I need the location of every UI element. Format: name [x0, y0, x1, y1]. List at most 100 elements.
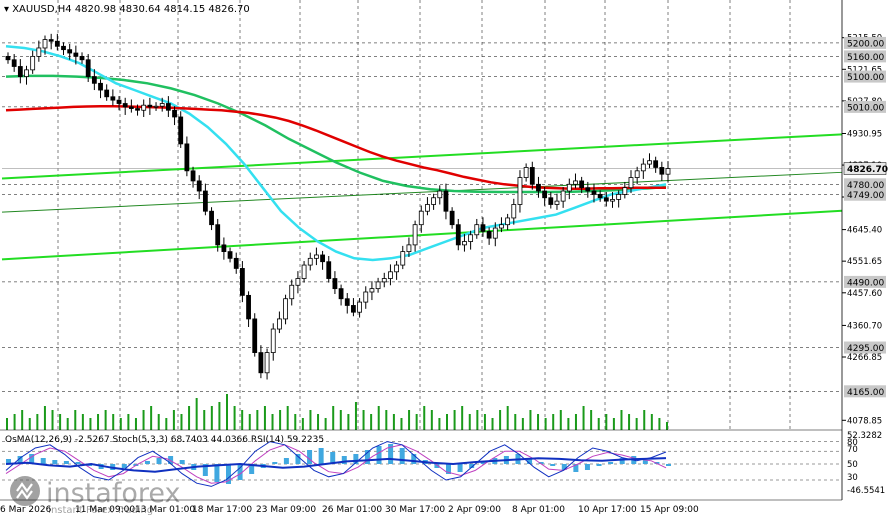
- osma-bar: [179, 460, 185, 464]
- volume-bar: [339, 410, 342, 430]
- candle-body: [98, 82, 103, 91]
- level-tag-label[interactable]: 4490.00: [847, 278, 884, 288]
- trendline-middle[interactable]: [1, 171, 843, 213]
- candle-body: [406, 244, 412, 253]
- volume-bar: [620, 410, 623, 430]
- candle-body: [239, 268, 245, 296]
- candle-body: [400, 251, 406, 266]
- price-tick-label: 5121.65: [847, 65, 882, 75]
- candle-body: [314, 254, 319, 259]
- volume-bar: [150, 406, 153, 430]
- trendline-upper[interactable]: [1, 133, 843, 180]
- candle-body: [73, 52, 79, 57]
- candle-body: [246, 294, 251, 320]
- candle-body: [17, 66, 23, 77]
- moving-averages: [5, 45, 667, 262]
- volume-bar: [392, 414, 395, 430]
- osma-bar: [168, 456, 174, 464]
- level-tag-label[interactable]: 5100.00: [847, 73, 884, 83]
- candle-body: [11, 59, 17, 67]
- current-price-label[interactable]: 4826.70: [847, 165, 888, 175]
- candle-body: [320, 254, 325, 263]
- volume-bar: [552, 414, 555, 430]
- indicator-scale-label: -46.5541: [847, 486, 885, 496]
- osma-bar: [283, 458, 289, 464]
- osma-bar: [156, 458, 162, 464]
- price-tick-label: 4266.85: [847, 353, 882, 363]
- candle-body: [560, 190, 566, 202]
- candle-body: [536, 183, 541, 192]
- trendline-lower[interactable]: [1, 209, 843, 261]
- candle-body: [5, 55, 11, 61]
- candle-body: [128, 106, 134, 109]
- volume-bar: [134, 418, 137, 430]
- candle-body: [344, 298, 350, 306]
- volume-bar: [157, 414, 160, 430]
- time-label: 2 Apr 09:00: [448, 505, 501, 515]
- volume-bar: [423, 406, 426, 430]
- volume-bar: [195, 398, 198, 430]
- level-tag-label[interactable]: 5160.00: [847, 53, 884, 63]
- time-label: 18 Mar 17:00: [192, 505, 252, 515]
- candle-body: [351, 305, 356, 313]
- level-tag-label[interactable]: 4749.00: [847, 191, 884, 201]
- candle-body: [332, 278, 338, 290]
- volume-bar: [271, 414, 274, 430]
- candle-body: [634, 170, 640, 178]
- candle-body: [135, 108, 140, 111]
- volume-bar: [590, 410, 593, 430]
- candle-body: [659, 167, 665, 175]
- candle-body: [61, 45, 66, 51]
- volume-bar: [506, 406, 509, 430]
- time-label: 15 Apr 09:00: [640, 505, 699, 515]
- candle-body: [597, 193, 603, 199]
- candle-body: [338, 288, 344, 300]
- volume-bar: [104, 410, 107, 430]
- level-tag-label[interactable]: 4295.00: [847, 344, 884, 354]
- candle-body: [67, 49, 73, 54]
- candle-body: [24, 69, 29, 77]
- level-tag-label[interactable]: 5200.00: [847, 39, 884, 49]
- osma-bar: [619, 458, 625, 464]
- candle-body: [591, 190, 597, 195]
- level-tag-label[interactable]: 4165.00: [847, 388, 884, 398]
- candle-body: [178, 116, 184, 145]
- volume-bar: [650, 414, 653, 430]
- osma-bar: [295, 454, 301, 464]
- osma-bar: [561, 464, 567, 470]
- volume-bar: [544, 418, 547, 430]
- volume-bar: [400, 418, 403, 430]
- candle-body: [388, 271, 393, 279]
- candle-body: [554, 200, 560, 205]
- osma-bar: [144, 461, 150, 464]
- candle-body: [357, 301, 362, 313]
- candle-body: [585, 187, 591, 192]
- volume-bar: [438, 418, 441, 430]
- dropdown-arrow-icon[interactable]: ▾: [4, 4, 12, 15]
- volume-bar: [612, 418, 615, 430]
- osma-bar: [353, 454, 359, 464]
- candle-body: [381, 278, 387, 283]
- candle-body: [196, 180, 202, 192]
- level-tag-label[interactable]: 4780.00: [847, 181, 884, 191]
- candle-body: [616, 193, 622, 200]
- trendlines[interactable]: [1, 133, 843, 261]
- level-tag-bg: [844, 341, 886, 354]
- candle-body: [184, 143, 190, 172]
- candle-body: [227, 251, 233, 259]
- volume-bar: [537, 414, 540, 430]
- volume-bar: [491, 418, 494, 430]
- volume-bar: [354, 402, 357, 430]
- osma-bar: [318, 448, 324, 464]
- volume-bar: [415, 414, 418, 430]
- candle-body: [517, 177, 523, 205]
- candle-body: [566, 183, 572, 192]
- level-tag-bg: [844, 70, 886, 83]
- osma-bar: [330, 452, 336, 464]
- price-axis[interactable]: 5215.505121.655027.804930.954837.104742.…: [841, 0, 888, 500]
- indicator-header: OsMA(12,26,9) -2.5267 Stoch(5,3,3) 68.74…: [5, 435, 324, 445]
- level-tag-label[interactable]: 5010.00: [847, 103, 884, 113]
